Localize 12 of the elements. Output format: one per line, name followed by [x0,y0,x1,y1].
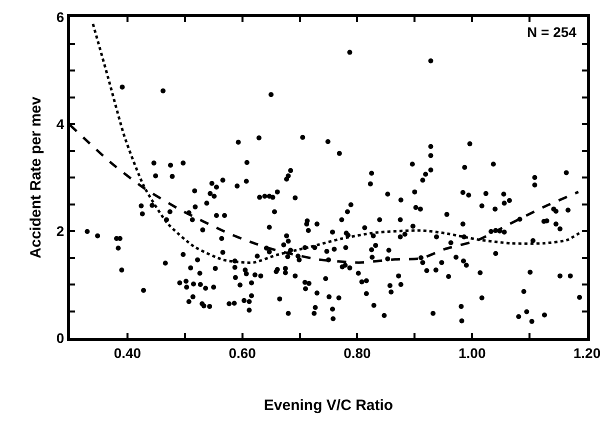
y-tick-label: 4 [56,116,64,132]
x-tick-label: 0.80 [344,344,372,361]
x-tick-label: 1.20 [573,344,601,361]
x-tick-label: 1.00 [458,344,486,361]
y-axis-title: Accident Rate per mev [28,96,45,258]
x-axis-title: Evening V/C Ratio [264,396,394,414]
y-tick-label: 6 [56,8,64,25]
y-tick-label: 2 [56,222,64,239]
x-tick-label: 0.40 [114,344,142,361]
annotation: N = 254 [527,24,577,40]
y-tick-label: 0 [56,330,64,346]
x-tick-label: 0.60 [228,344,256,361]
